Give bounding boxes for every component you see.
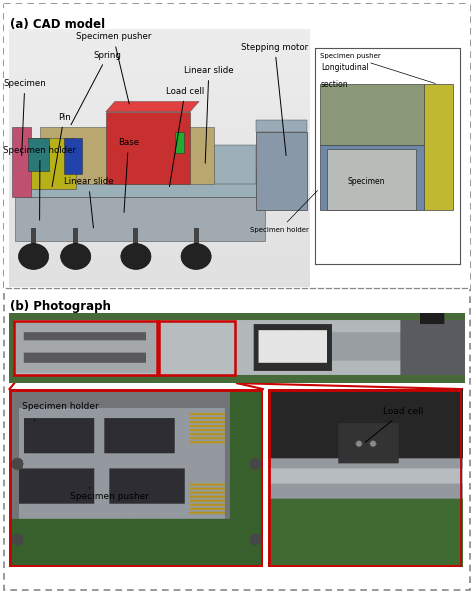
Bar (157, 321, 235, 375)
Polygon shape (27, 138, 49, 171)
Bar (4, 4, 470, 289)
Polygon shape (106, 102, 199, 112)
Bar (319, 84, 424, 145)
Bar (319, 145, 424, 210)
Bar (424, 84, 453, 210)
Circle shape (121, 244, 151, 270)
Bar (327, 150, 416, 210)
Polygon shape (25, 138, 76, 189)
Text: section: section (321, 80, 348, 89)
Text: (a) CAD model: (a) CAD model (10, 18, 105, 31)
Bar (73, 228, 78, 244)
Polygon shape (214, 146, 256, 184)
Polygon shape (256, 132, 308, 210)
Circle shape (181, 244, 211, 270)
Text: Specimen holder: Specimen holder (250, 191, 318, 233)
Polygon shape (12, 127, 30, 197)
Text: Longitudinal: Longitudinal (321, 63, 369, 72)
Bar (194, 228, 199, 244)
Text: Load cell: Load cell (166, 87, 204, 187)
Circle shape (18, 244, 49, 270)
Text: Specimen holder: Specimen holder (3, 146, 76, 220)
Text: Specimen holder: Specimen holder (21, 402, 98, 411)
Text: Base: Base (118, 138, 139, 213)
Text: Linear slide: Linear slide (64, 177, 113, 228)
Polygon shape (16, 184, 274, 197)
Text: Specimen pusher: Specimen pusher (319, 53, 436, 84)
Polygon shape (256, 119, 308, 132)
Text: Pin: Pin (52, 112, 70, 187)
Text: Linear slide: Linear slide (184, 66, 234, 163)
Polygon shape (21, 171, 259, 197)
Text: Specimen pusher: Specimen pusher (76, 33, 151, 104)
Polygon shape (40, 127, 214, 184)
Polygon shape (175, 132, 184, 153)
Text: Spring: Spring (71, 50, 122, 125)
Polygon shape (64, 138, 82, 174)
Bar (31, 228, 36, 244)
Text: Stepping motor: Stepping motor (241, 43, 309, 156)
Bar (134, 228, 138, 244)
Circle shape (61, 244, 91, 270)
Bar (4, 286, 470, 289)
Text: Specimen: Specimen (3, 79, 46, 156)
Text: (b) Photograph: (b) Photograph (10, 300, 111, 313)
Polygon shape (106, 112, 190, 184)
Polygon shape (16, 197, 265, 241)
Text: Load cell: Load cell (365, 407, 423, 443)
Bar (14, 321, 159, 375)
Text: Specimen: Specimen (347, 178, 384, 187)
Text: Specimen pusher: Specimen pusher (70, 492, 149, 501)
